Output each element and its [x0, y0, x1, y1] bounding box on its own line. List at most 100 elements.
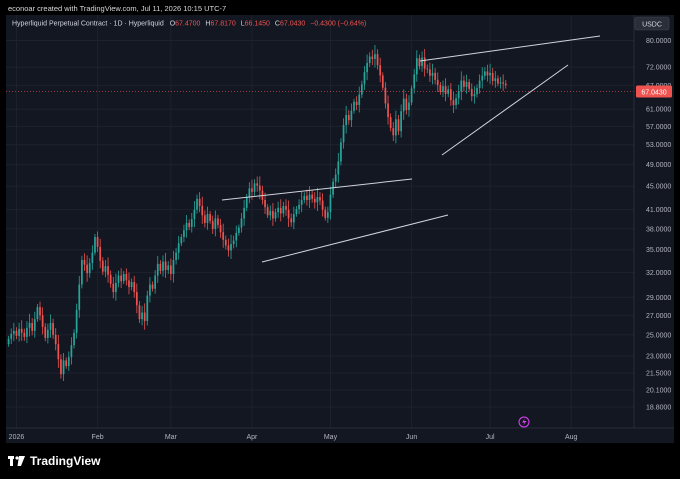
candle-body [141, 312, 143, 320]
candle-body [238, 227, 240, 233]
candlestick-chart[interactable]: 80.000072.000067.000061.000057.000053.00… [6, 15, 674, 443]
price-tick-label: 41.0000 [646, 207, 671, 214]
candle-body [36, 307, 39, 320]
legend-h-value: 67.8170 [210, 21, 235, 28]
candle-body [415, 58, 418, 75]
candle-body [156, 263, 159, 276]
candle-body [481, 75, 484, 81]
candle-body [347, 115, 350, 121]
candle-body [177, 243, 180, 253]
candle-body [240, 218, 243, 228]
price-tick-label: 18.8000 [646, 404, 671, 411]
price-tick-label: 49.0000 [646, 162, 671, 169]
candle-body [243, 207, 245, 219]
candle-body [20, 328, 23, 333]
candle-body [486, 71, 489, 76]
candle-body [125, 273, 128, 281]
candle-body [423, 57, 426, 69]
candle-body [295, 209, 298, 215]
price-tick-label: 80.0000 [646, 38, 671, 45]
candle-body [185, 222, 188, 231]
candle-body [452, 100, 455, 106]
candle-body [264, 199, 266, 208]
candle-body [12, 330, 15, 334]
candle-body [162, 261, 164, 271]
candle-body [91, 252, 94, 264]
candle-body [361, 84, 363, 95]
candle-body [358, 94, 361, 106]
candle-body [468, 82, 471, 89]
candle-body [353, 101, 355, 111]
candle-body [418, 58, 421, 67]
candle-body [104, 266, 107, 272]
candle-body [473, 94, 476, 97]
candle-body [164, 261, 167, 271]
candle-body [340, 142, 342, 162]
candle-body [345, 115, 348, 125]
candle-body [190, 219, 193, 227]
candle-body [272, 210, 274, 219]
candle-body [94, 237, 96, 253]
candle-body [198, 198, 201, 207]
candle-body [395, 119, 397, 136]
lightning-icon[interactable] [518, 416, 530, 428]
candle-body [227, 245, 230, 251]
price-tick-label: 38.0000 [646, 226, 671, 233]
candle-body [387, 103, 389, 118]
candle-body [101, 260, 104, 272]
candle-body [122, 273, 125, 282]
candle-body [230, 243, 232, 251]
candle-body [78, 284, 81, 310]
tradingview-logo-icon [8, 456, 25, 466]
candle-body [449, 89, 452, 101]
chart-panel[interactable]: 80.000072.000067.000061.000057.000053.00… [6, 15, 674, 443]
candle-body [413, 74, 416, 89]
time-tick-label: Aug [565, 434, 578, 441]
candle-body [245, 197, 248, 208]
candle-body [128, 280, 130, 288]
candle-body [442, 86, 444, 92]
currency-badge[interactable] [634, 16, 670, 31]
candle-body [384, 87, 387, 104]
candle-body [444, 86, 447, 94]
candle-body [308, 194, 311, 200]
candle-body [478, 80, 481, 89]
candle-body [334, 174, 337, 182]
candle-body [290, 218, 293, 223]
candle-body [497, 78, 499, 84]
trendline-lower-2[interactable] [441, 64, 569, 156]
candle-body [311, 194, 314, 199]
price-axis[interactable]: 80.000072.000067.000061.000057.000053.00… [633, 15, 674, 428]
candle-body [476, 88, 478, 95]
candle-body [15, 330, 18, 336]
candle-body [86, 264, 88, 274]
candle-body [489, 72, 491, 76]
candle-body [426, 68, 429, 70]
time-axis[interactable]: 2026 Feb Mar Apr May Jun Jul Aug [6, 427, 674, 441]
candle-body [31, 322, 34, 331]
candle-body [175, 252, 177, 261]
candle-body [463, 80, 465, 87]
legend-l-label: L [241, 21, 245, 28]
time-tick-label: May [324, 434, 338, 441]
trendline-upper-2[interactable] [419, 35, 601, 62]
candle-body [470, 88, 473, 97]
candle-body [434, 72, 436, 80]
time-axis-labels: 2026 Feb Mar Apr May Jun Jul Aug [9, 434, 578, 441]
candle-body [389, 117, 392, 129]
trendline-upper-1[interactable] [221, 178, 413, 201]
price-axis-bg [634, 15, 674, 428]
candle-body [99, 246, 102, 261]
candle-body [49, 322, 52, 330]
candle-body [256, 183, 259, 186]
candle-body [502, 82, 505, 84]
price-tick-label: 23.0000 [646, 353, 671, 360]
candle-body [18, 328, 20, 336]
candle-body [232, 240, 235, 244]
price-tick-label: 72.0000 [646, 65, 671, 72]
candle-body [201, 206, 204, 216]
candle-body [251, 188, 253, 192]
tradingview-logo: TradingView [8, 454, 100, 468]
trendline-lower-1[interactable] [261, 214, 449, 263]
